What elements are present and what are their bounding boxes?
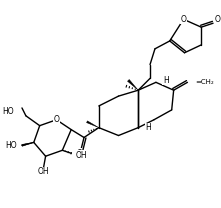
- Text: HO: HO: [2, 107, 14, 116]
- Text: OH: OH: [75, 151, 87, 160]
- Text: O: O: [181, 15, 187, 24]
- Polygon shape: [22, 142, 34, 146]
- Text: OH: OH: [38, 167, 50, 176]
- Polygon shape: [128, 79, 138, 90]
- Text: H: H: [145, 123, 151, 132]
- Text: HO: HO: [5, 141, 17, 150]
- Text: O: O: [76, 149, 82, 158]
- Text: =CH₂: =CH₂: [195, 79, 214, 85]
- Text: O: O: [215, 15, 221, 24]
- Text: O: O: [53, 115, 59, 124]
- Text: H: H: [163, 76, 169, 85]
- Polygon shape: [87, 121, 99, 128]
